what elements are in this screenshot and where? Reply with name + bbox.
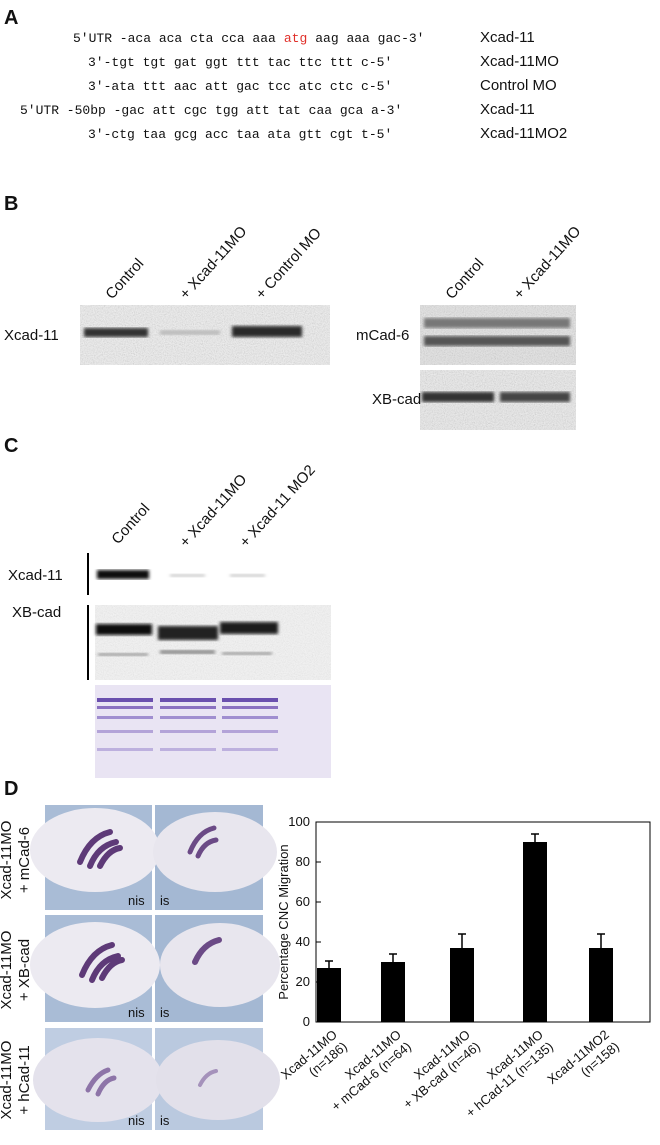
blot	[87, 553, 331, 680]
row-label: Xcad-11	[4, 327, 59, 344]
bar	[381, 962, 405, 1022]
sequence: 5'UTR -50bp -gac att cgc tgg att tat caa…	[20, 103, 402, 118]
y-tick-label: 0	[303, 1014, 310, 1029]
coomassie-gel	[95, 685, 331, 778]
bar	[317, 968, 341, 1022]
y-tick-label: 20	[296, 974, 310, 989]
y-tick-label: 40	[296, 934, 310, 949]
sequence-label: Xcad-11	[480, 101, 535, 118]
embryo-images	[30, 805, 280, 1130]
y-axis-label: Percentage CNC Migration	[276, 844, 291, 999]
y-tick-label: 80	[296, 854, 310, 869]
row-label: mCad-6	[356, 327, 409, 344]
sequence-part: 5'UTR -aca aca cta cca aaa	[73, 31, 276, 46]
bar	[523, 842, 547, 1022]
plot-frame	[315, 821, 651, 1023]
row-label: XB-cad	[12, 604, 61, 621]
panel-letter: C	[4, 435, 18, 457]
image-label: is	[160, 1113, 170, 1128]
sequence: 3'-tgt tgt gat ggt ttt tac ttc ttt c-5'	[88, 55, 392, 70]
lane-label: Control	[442, 255, 487, 302]
panel-letter: A	[4, 7, 18, 29]
lane-label: + Xcad-11MO	[510, 223, 584, 303]
y-tick-label: 60	[296, 894, 310, 909]
image-label: nis	[128, 1113, 145, 1128]
sequence: 5'UTR -aca aca cta cca aaa atg aag aaa gac…	[73, 31, 424, 46]
x-tick-label: Xcad-11MO2(n=158)	[544, 1027, 622, 1099]
image-label: is	[160, 893, 170, 908]
y-tick-label: 100	[288, 814, 310, 829]
panel-letter: D	[4, 778, 18, 800]
lane-label: Control	[108, 500, 153, 547]
bar	[450, 948, 474, 1022]
image-row-label: Xcad-11MO+ XB-cad	[0, 931, 33, 1010]
row-label: Xcad-11	[8, 567, 63, 584]
image-label: is	[160, 1005, 170, 1020]
start-codon: atg	[284, 31, 307, 46]
x-tick-label: Xcad-11MO(n=186)	[278, 1027, 350, 1094]
image-label: nis	[128, 893, 145, 908]
lane-label: + Control MO	[252, 225, 325, 303]
lane-label: Control	[102, 255, 147, 302]
row-label: XB-cad	[372, 391, 421, 408]
image-row-label: Xcad-11MO+ hCad-11	[0, 1041, 33, 1120]
lane-label: + Xcad-11MO	[176, 223, 250, 303]
sequence: 3'-ctg taa gcg acc taa ata gtt cgt t-5'	[88, 127, 392, 142]
blot	[80, 305, 330, 365]
sequence-label: Xcad-11MO	[480, 53, 559, 70]
panel-letter: B	[4, 193, 18, 215]
lane-label: + Xcad-11 MO2	[236, 462, 318, 551]
sequence-label: Control MO	[480, 77, 557, 94]
image-row-label: Xcad-11MO+ mCad-6	[0, 821, 33, 900]
sequence-label: Xcad-11MO2	[480, 125, 567, 142]
sequence-label: Xcad-11	[480, 29, 535, 46]
sequence-part: aag aaa gac-3'	[315, 31, 424, 46]
blot	[420, 305, 576, 430]
image-label: nis	[128, 1005, 145, 1020]
sequence: 3'-ata ttt aac att gac tcc atc ctc c-5'	[88, 79, 392, 94]
bar	[589, 948, 613, 1022]
